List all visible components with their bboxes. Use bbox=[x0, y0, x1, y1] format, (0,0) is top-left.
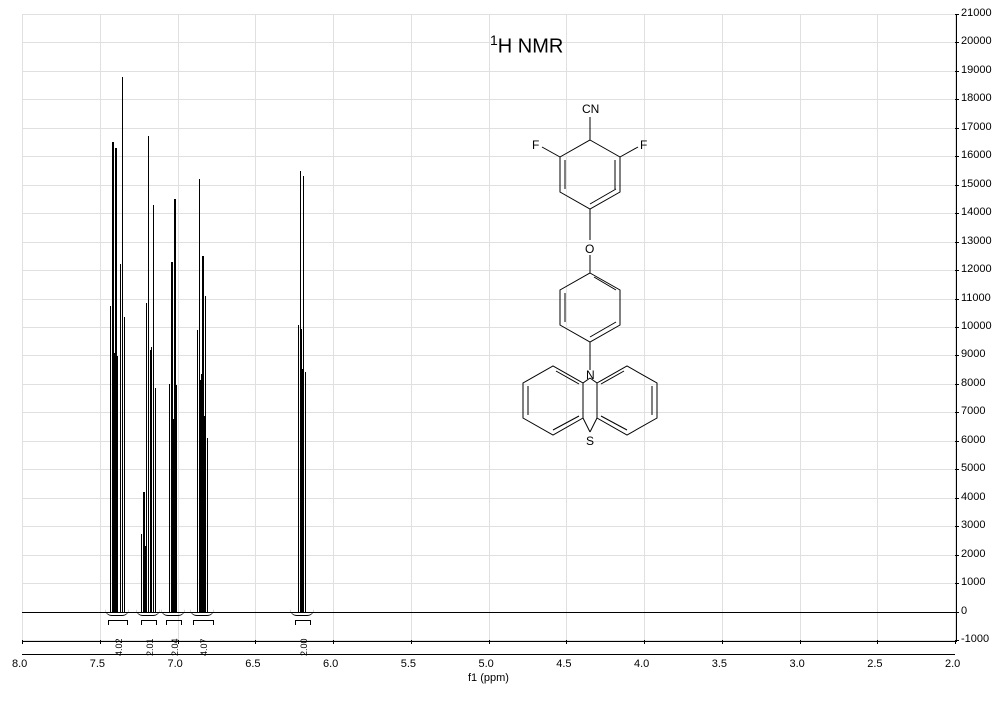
x-tick-label: 8.0 bbox=[12, 658, 27, 670]
y-tick-label: 7000 bbox=[961, 405, 985, 417]
y-tick-label: 0 bbox=[961, 605, 967, 617]
y-tick-label: 14000 bbox=[961, 206, 992, 218]
y-tick-label: 11000 bbox=[961, 292, 991, 304]
atom-o: O bbox=[585, 242, 594, 256]
x-tick-label: 7.5 bbox=[90, 658, 105, 670]
y-tick-label: 1000 bbox=[961, 576, 985, 588]
y-tick-label: 20000 bbox=[961, 35, 992, 47]
x-tick-label: 4.0 bbox=[634, 658, 649, 670]
atom-s: S bbox=[586, 434, 594, 448]
y-tick-label: 13000 bbox=[961, 235, 992, 247]
x-tick-label: 7.0 bbox=[168, 658, 183, 670]
y-tick-label: 3000 bbox=[961, 519, 985, 531]
integral-value: 2.04 bbox=[170, 638, 180, 656]
y-tick-label: 16000 bbox=[961, 149, 992, 161]
y-tick-label: 18000 bbox=[961, 92, 992, 104]
y-tick-label: 9000 bbox=[961, 348, 985, 360]
x-tick-label: 6.5 bbox=[245, 658, 260, 670]
atom-f1: F bbox=[532, 138, 539, 152]
chart-title: 1H NMR bbox=[490, 32, 563, 59]
integral-value: 2.01 bbox=[145, 638, 155, 656]
x-tick-label: 3.0 bbox=[790, 658, 805, 670]
x-tick-label: 6.0 bbox=[323, 658, 338, 670]
y-tick-label: 5000 bbox=[961, 462, 985, 474]
molecule-structure: CN F F O N S bbox=[470, 95, 710, 525]
nmr-chart-container: -1000 0 1000 2000 3000 4000 5000 6000 7000 8000 90… bbox=[0, 0, 1000, 703]
x-tick-label: 5.0 bbox=[479, 658, 494, 670]
y-tick-label: 21000 bbox=[961, 7, 992, 19]
y-tick-label: -1000 bbox=[961, 633, 989, 645]
atom-n: N bbox=[586, 368, 595, 382]
integral-value: 4.07 bbox=[199, 638, 209, 656]
y-tick-label: 2000 bbox=[961, 548, 985, 560]
x-tick-label: 2.0 bbox=[945, 658, 960, 670]
y-tick-label: 8000 bbox=[961, 377, 985, 389]
atom-cn: CN bbox=[582, 102, 599, 116]
x-axis-label: f1 (ppm) bbox=[468, 672, 509, 684]
x-tick-label: 3.5 bbox=[712, 658, 727, 670]
y-tick-label: 4000 bbox=[961, 491, 985, 503]
y-tick-label: 15000 bbox=[961, 178, 992, 190]
y-tick-label: 19000 bbox=[961, 64, 992, 76]
x-tick-label: 4.5 bbox=[556, 658, 571, 670]
integral-value: 4.02 bbox=[114, 638, 124, 656]
integral-value: 2.00 bbox=[299, 638, 309, 656]
x-tick-label: 2.5 bbox=[867, 658, 882, 670]
y-tick-label: 10000 bbox=[961, 320, 992, 332]
atom-f2: F bbox=[640, 138, 647, 152]
y-tick-label: 6000 bbox=[961, 434, 985, 446]
y-tick-label: 12000 bbox=[961, 263, 992, 275]
x-tick-label: 5.5 bbox=[401, 658, 416, 670]
y-tick-label: 17000 bbox=[961, 121, 992, 133]
